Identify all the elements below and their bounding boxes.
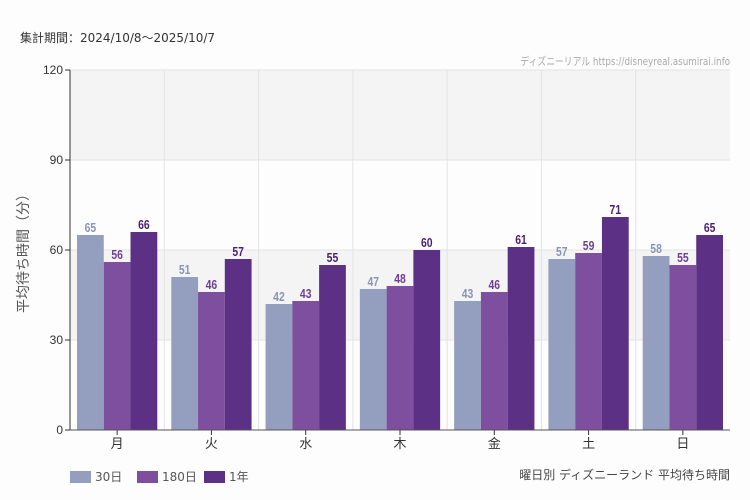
x-tick-label: 木 (393, 437, 406, 452)
legend-item[interactable]: 1年 (204, 468, 249, 485)
bar (292, 301, 320, 430)
legend-label: 30日 (95, 470, 123, 484)
bar (480, 292, 508, 430)
bar (77, 235, 104, 430)
x-tick-label: 水 (299, 437, 312, 452)
bar (696, 235, 723, 430)
data-label: 65 (85, 221, 97, 235)
data-label: 48 (394, 272, 406, 286)
data-label: 47 (367, 275, 379, 289)
data-label: 57 (232, 245, 244, 259)
bar (454, 301, 481, 430)
bar (224, 259, 252, 430)
data-label: 51 (179, 263, 191, 277)
y-tick-label: 0 (56, 423, 63, 437)
legend-item[interactable]: 30日 (70, 468, 122, 485)
bar (413, 250, 441, 430)
data-label: 58 (650, 242, 662, 256)
data-label: 60 (421, 236, 433, 250)
data-label: 61 (515, 233, 527, 247)
bar (669, 265, 697, 430)
bar (575, 253, 602, 430)
x-tick-label: 金 (488, 436, 501, 452)
y-tick-label: 30 (50, 333, 64, 347)
data-label: 43 (462, 287, 474, 301)
x-tick-label: 月 (111, 437, 124, 452)
bar (319, 265, 346, 430)
x-tick-label: 火 (205, 437, 218, 452)
y-tick-label: 60 (50, 243, 64, 257)
data-label: 57 (556, 245, 568, 259)
bar (359, 289, 387, 430)
site-credit: ディズニーリアル https://disneyreal.asumirai.inf… (520, 55, 730, 68)
x-tick-label: 日 (676, 437, 689, 452)
bar (601, 217, 629, 430)
data-label: 66 (138, 218, 150, 232)
legend-item[interactable]: 180日 (137, 468, 197, 485)
data-label: 65 (704, 221, 716, 235)
legend-swatch (137, 470, 158, 483)
bar (198, 292, 225, 430)
bar (130, 232, 158, 430)
y-tick-label: 90 (50, 153, 64, 167)
bar (386, 286, 414, 430)
data-label: 43 (300, 287, 312, 301)
data-label: 46 (206, 278, 218, 292)
data-label: 59 (583, 239, 595, 253)
bar (265, 304, 293, 430)
bar (507, 247, 535, 430)
x-tick-label: 土 (582, 437, 595, 452)
data-label: 46 (489, 278, 501, 292)
legend-label: 180日 (162, 470, 197, 484)
grid-band (70, 70, 730, 160)
data-label: 56 (111, 248, 123, 262)
bar (103, 262, 131, 430)
data-label: 55 (677, 251, 689, 265)
legend-swatch (204, 470, 225, 483)
chart-caption: 曜日別 ディズニーランド 平均待ち時間 (519, 468, 730, 482)
period-text: 集計期間：2024/10/8〜2025/10/7 (20, 31, 216, 45)
legend-swatch (70, 470, 91, 483)
y-tick-label: 120 (43, 63, 63, 77)
bar (642, 256, 670, 430)
data-label: 55 (327, 251, 339, 265)
bar (171, 277, 199, 430)
legend-label: 1年 (229, 470, 249, 484)
data-label: 71 (610, 203, 622, 217)
data-label: 42 (273, 290, 285, 304)
bar (548, 259, 576, 430)
